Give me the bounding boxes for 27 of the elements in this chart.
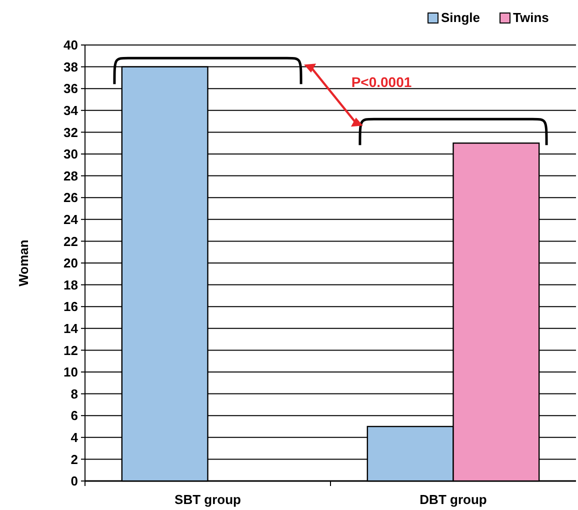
y-tick-label: 30 bbox=[64, 146, 78, 162]
y-tick-label: 26 bbox=[64, 190, 78, 206]
y-tick-label: 12 bbox=[64, 342, 78, 358]
annotation: P<0.0001 bbox=[351, 74, 412, 90]
y-tick-label: 34 bbox=[64, 102, 79, 118]
legend-label: Single bbox=[441, 10, 480, 25]
y-tick-label: 32 bbox=[64, 124, 78, 140]
y-tick-label: 10 bbox=[64, 364, 78, 380]
y-tick-label: 18 bbox=[64, 277, 78, 292]
y-axis-title: Woman bbox=[16, 240, 31, 286]
x-tick-label: SBT group bbox=[174, 492, 242, 507]
y-tick-label: 20 bbox=[64, 256, 78, 271]
y-tick-label: 28 bbox=[64, 168, 78, 184]
y-tick-label: 40 bbox=[64, 38, 78, 53]
x-tick-label: DBT group bbox=[420, 492, 487, 507]
y-tick-label: 22 bbox=[64, 234, 78, 249]
legend-label: Twins bbox=[513, 10, 549, 25]
y-tick-label: 0 bbox=[70, 474, 78, 489]
y-tick-label: 6 bbox=[70, 408, 78, 424]
y-tick-label: 24 bbox=[64, 212, 79, 227]
y-tick-label: 36 bbox=[64, 81, 78, 96]
y-tick-label: 8 bbox=[70, 386, 78, 402]
y-tick-label: 4 bbox=[70, 430, 79, 445]
y-tick-label: 14 bbox=[64, 320, 79, 336]
y-tick-label: 16 bbox=[64, 299, 78, 314]
y-tick-label: 38 bbox=[64, 59, 78, 74]
y-tick-label: 2 bbox=[70, 452, 78, 467]
